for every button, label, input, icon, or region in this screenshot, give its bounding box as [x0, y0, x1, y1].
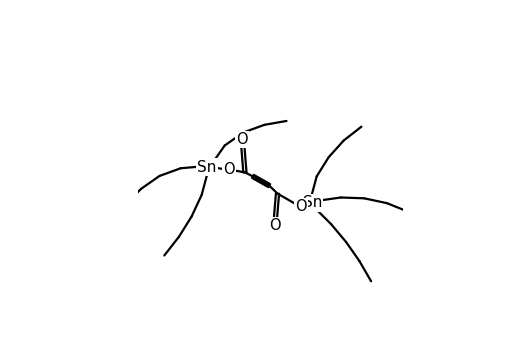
Text: Sn: Sn: [197, 160, 217, 175]
Text: O: O: [295, 199, 306, 214]
Text: Sn: Sn: [303, 195, 322, 211]
Text: O: O: [223, 162, 235, 177]
Text: O: O: [269, 218, 281, 233]
Text: O: O: [237, 132, 248, 147]
